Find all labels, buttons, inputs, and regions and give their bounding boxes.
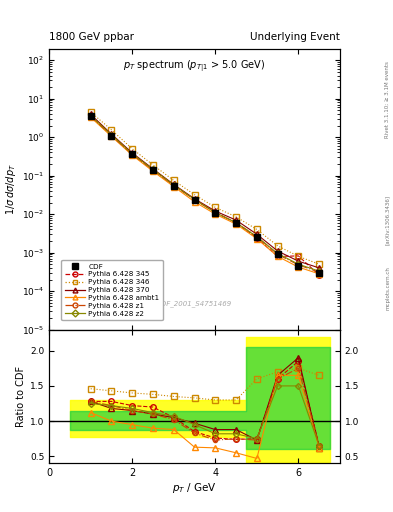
Text: [arXiv:1306.3436]: [arXiv:1306.3436]	[385, 195, 390, 245]
Text: Underlying Event: Underlying Event	[250, 32, 340, 41]
Y-axis label: Ratio to CDF: Ratio to CDF	[16, 366, 26, 427]
Text: 1800 GeV ppbar: 1800 GeV ppbar	[49, 32, 134, 41]
Text: Rivet 3.1.10; ≥ 3.1M events: Rivet 3.1.10; ≥ 3.1M events	[385, 61, 390, 138]
X-axis label: $p_T$ / GeV: $p_T$ / GeV	[172, 481, 217, 495]
Legend: CDF, Pythia 6.428 345, Pythia 6.428 346, Pythia 6.428 370, Pythia 6.428 ambt1, P: CDF, Pythia 6.428 345, Pythia 6.428 346,…	[61, 260, 163, 321]
Text: CDF_2001_S4751469: CDF_2001_S4751469	[157, 301, 232, 307]
Text: $p_T$ spectrum ($p_{T|1}$ > 5.0 GeV): $p_T$ spectrum ($p_{T|1}$ > 5.0 GeV)	[123, 58, 266, 74]
Text: mcplots.cern.ch: mcplots.cern.ch	[385, 266, 390, 310]
Y-axis label: $1/\sigma\,d\sigma/dp_T$: $1/\sigma\,d\sigma/dp_T$	[4, 163, 18, 215]
